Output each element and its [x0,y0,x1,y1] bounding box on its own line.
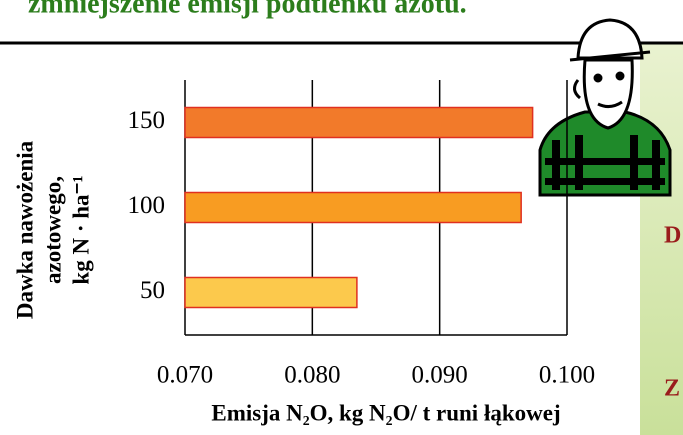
x-tick-label: 0.090 [412,362,468,389]
bar [185,278,357,308]
y-tick-label: 150 [128,107,166,134]
slide: zmniejszenie emisji podtlenku azotu. D Z… [0,0,683,435]
side-letter: D [664,223,681,249]
slide-title: zmniejszenie emisji podtlenku azotu. [28,0,467,19]
y-tick-label: 50 [140,277,165,304]
y-axis-label-line: azotowego, [40,176,65,284]
x-tick-label: 0.100 [539,362,595,389]
x-tick-label: 0.080 [284,362,340,389]
x-tick-label: 0.070 [157,362,213,389]
bar [185,193,521,223]
y-tick-label: 100 [128,192,166,219]
x-axis-label: Emisja N₂O, kg N₂O/ t runi łąkowej [211,400,560,425]
y-axis-label-line: kg N · ha⁻¹ [68,175,93,284]
side-letter: Z [664,376,680,402]
bar [185,108,533,138]
y-axis-label-line: Dawka nawożenia [12,140,37,319]
